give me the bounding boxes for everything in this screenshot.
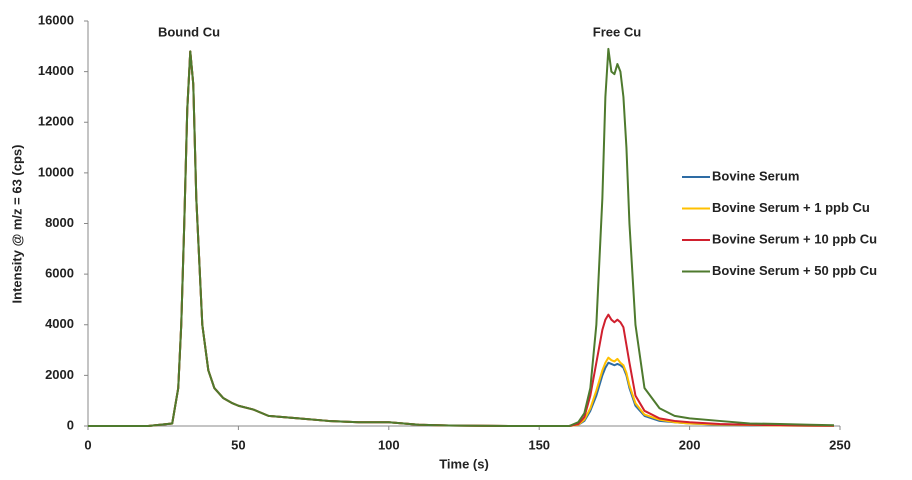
- x-tick-label: 150: [528, 437, 550, 452]
- x-tick-label: 250: [829, 437, 851, 452]
- y-tick-label: 8000: [45, 215, 74, 230]
- y-axis-label: Intensity @ m/z = 63 (cps): [9, 145, 24, 304]
- x-tick-label: 0: [84, 437, 91, 452]
- y-tick-label: 2000: [45, 367, 74, 382]
- x-tick-label: 50: [231, 437, 245, 452]
- legend-label: Bovine Serum + 1 ppb Cu: [712, 200, 870, 215]
- y-tick-label: 14000: [38, 63, 74, 78]
- series-line: [88, 47, 835, 427]
- y-tick-label: 6000: [45, 266, 74, 281]
- x-axis-label: Time (s): [439, 456, 489, 471]
- y-tick-label: 12000: [38, 114, 74, 129]
- x-tick-label: 100: [378, 437, 400, 452]
- y-tick-label: 10000: [38, 164, 74, 179]
- annotation: Bound Cu: [158, 24, 220, 39]
- y-tick-label: 0: [67, 417, 74, 432]
- y-tick-label: 16000: [38, 12, 74, 27]
- legend-label: Bovine Serum + 50 ppb Cu: [712, 263, 877, 278]
- legend-label: Bovine Serum + 10 ppb Cu: [712, 231, 877, 246]
- x-tick-label: 200: [679, 437, 701, 452]
- annotation: Free Cu: [593, 24, 641, 39]
- legend-label: Bovine Serum: [712, 168, 799, 183]
- y-tick-label: 4000: [45, 316, 74, 331]
